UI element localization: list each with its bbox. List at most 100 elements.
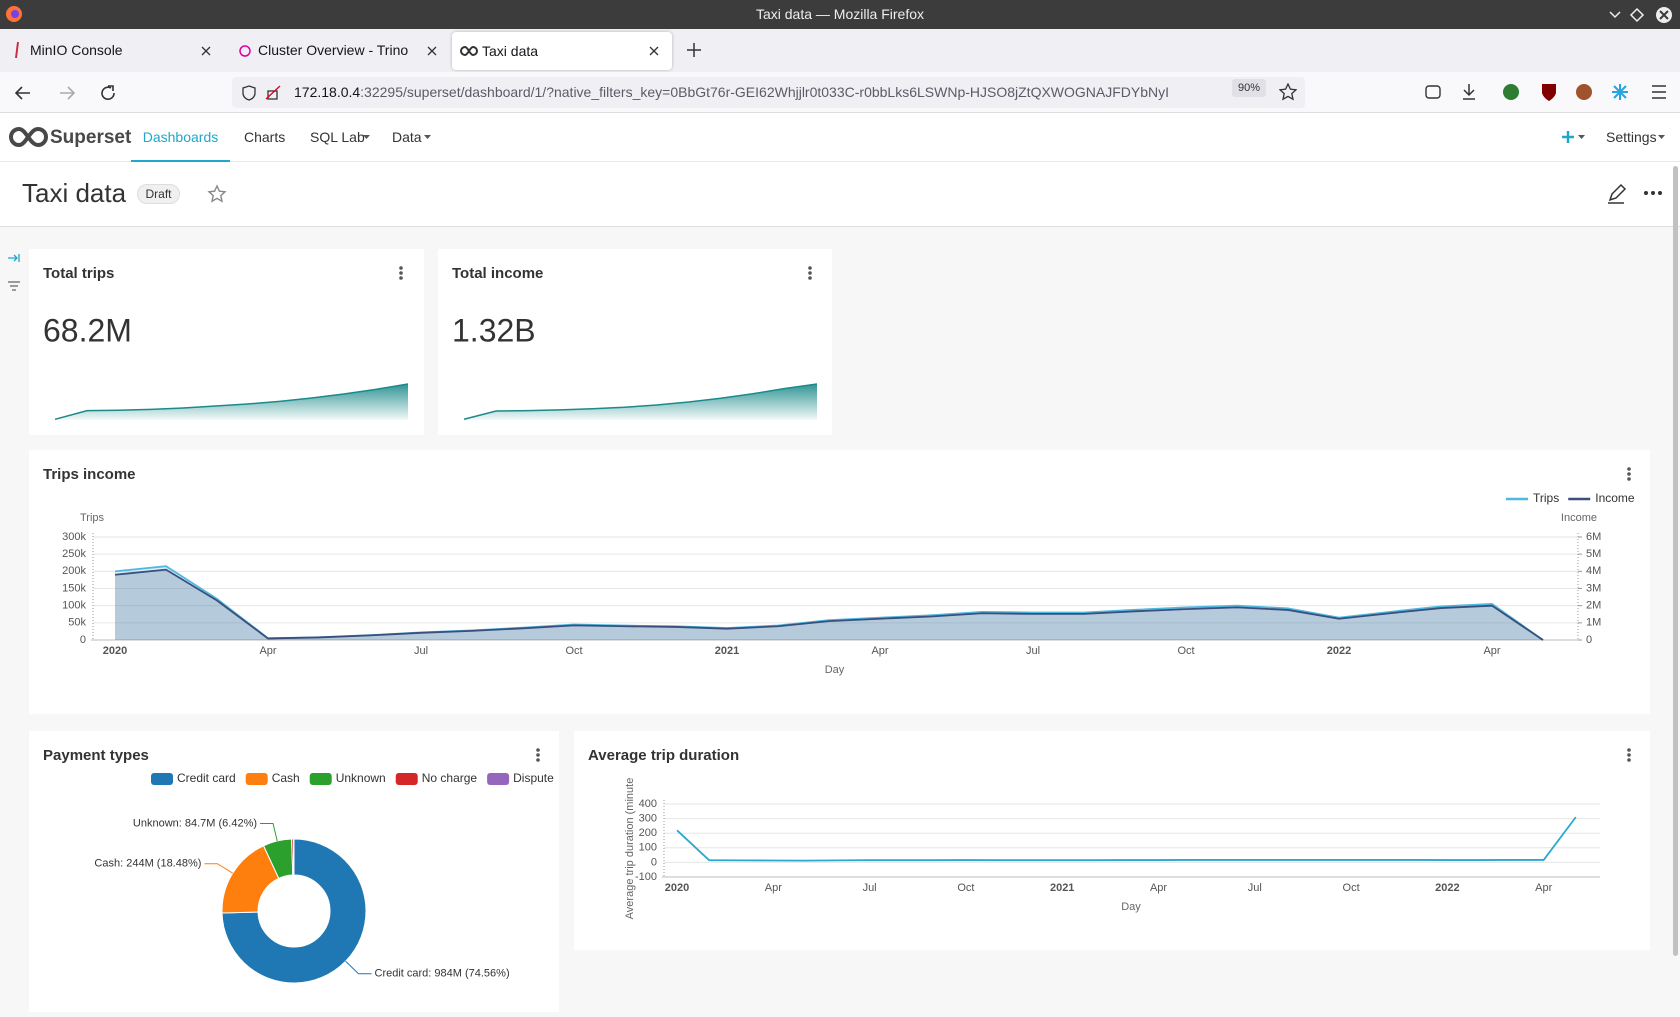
dashboard-header: Taxi data Draft [0,162,1680,227]
nav-item[interactable]: SQL Lab [310,129,365,145]
tab-icon [15,42,19,58]
trend-area [55,384,408,420]
card-title: Average trip duration [588,747,739,764]
y2-tick-label: 4M [1586,565,1601,577]
app-navbar: Superset Dashboards Charts SQL Lab Data … [0,113,1680,162]
trend-line [54,383,409,421]
y-tick-label: 0 [651,856,657,868]
trend-area [464,384,817,420]
card-title: Trips income [43,466,136,483]
nav-buttons[interactable] [12,82,122,104]
legend-label: Unknown [336,771,386,785]
url-host: 172.18.0.4 [294,84,361,100]
firefox-icon [6,6,22,22]
x-tick-label: Apr [871,645,888,657]
tab-icon [460,45,478,57]
nav-item[interactable]: Data [392,129,422,145]
x-axis-title: Day [825,664,845,676]
legend-swatch [487,773,510,785]
x-tick-label: 2022 [1435,882,1459,894]
tab[interactable]: MinIO Console [0,29,228,72]
legend-label: Credit card [177,771,236,785]
y-tick-label: 0 [80,634,86,646]
window-controls[interactable] [1604,5,1676,25]
x-tick-label: Jul [1026,645,1040,657]
scrollbar[interactable] [1673,166,1678,956]
bookmark-star[interactable] [1279,83,1297,101]
chart-card: Payment types Credit card Cash Unknown No ch… [29,731,559,1012]
toolbar-icons[interactable] [1424,81,1674,103]
label-leader [345,960,372,975]
menu-dot [1627,472,1631,476]
tab-close[interactable] [426,45,438,57]
legend-label: No charge [422,771,478,785]
x-tick-label: Jul [1248,882,1262,894]
chart: Average trip duration -100 0 100 200 300 400 20… [588,747,1631,920]
legend-swatch [151,773,173,785]
url-input[interactable]: 172.18.0.4:32295/superset/dashboard/1/?n… [232,77,1305,108]
y-axis-title: Trips [80,512,105,524]
y-tick-label: 300k [62,531,86,543]
x-tick-label: Apr [259,645,276,657]
tab-close[interactable] [648,45,660,57]
x-tick-label: Oct [1177,645,1194,657]
label-leader [204,863,234,874]
dashboard-title[interactable]: Taxi data [22,178,127,208]
zoom-level[interactable]: 90% [1232,79,1266,97]
menu-dot [808,271,812,275]
x-axis-title: Day [1121,901,1141,913]
menu-dot [1627,753,1631,757]
x-tick-label: 2021 [715,645,739,657]
x-tick-label: Jul [414,645,428,657]
y2-tick-label: 1M [1586,617,1601,629]
chart: Payment types Credit card Cash Unknown No ch… [43,747,554,984]
legend-swatch [309,773,332,785]
series-area [115,569,1543,640]
chart: Total trips 68.2M [43,265,409,421]
chart-card: Total trips 68.2M [29,249,424,435]
card-title: Total income [452,265,543,282]
tab-title: Taxi data [482,43,539,59]
x-tick-label: 2020 [665,882,689,894]
x-tick-label: Apr [1150,882,1167,894]
pie-slice [221,838,367,984]
filter-bar-toggle[interactable] [6,252,22,292]
slice-label: Unknown: 84.7M (6.42%) [133,817,257,829]
nav-item[interactable]: Charts [244,129,286,145]
y-axis-title: Average trip duration (minute [624,778,636,920]
menu-dot [536,748,540,752]
series-area [115,566,1543,640]
legend-label: Income [1595,491,1635,505]
label-leader [260,822,278,842]
y2-tick-label: 6M [1586,531,1601,543]
tab-active[interactable]: Taxi data [452,32,672,70]
brand[interactable]: Superset [50,127,132,148]
window-titlebar: Taxi data — Mozilla Firefox [0,0,1680,29]
tab-icon [239,45,251,57]
settings-menu[interactable]: Settings [1606,129,1657,145]
x-tick-label: Apr [765,882,782,894]
x-tick-label: 2021 [1050,882,1074,894]
legend-swatch [245,773,268,785]
favorite-star[interactable] [207,184,227,204]
tab-close[interactable] [200,45,212,57]
y-tick-label: -100 [635,871,657,883]
y-tick-label: 200 [639,827,657,839]
tab-title: Cluster Overview - Trino [258,42,409,58]
add-menu[interactable] [1562,130,1586,144]
y-tick-label: 300 [639,813,657,825]
chart: Trips income 0 50k 100k 150k 200k 250k 300k 0 1M 2… [43,466,1635,676]
x-tick-label: Jul [863,882,877,894]
new-tab[interactable] [686,42,702,58]
nav-item-active[interactable]: Dashboards [131,113,230,162]
menu-dot [808,266,812,270]
tab[interactable]: Cluster Overview - Trino [228,29,449,72]
series-line [676,816,1577,862]
y-tick-label: 150k [62,582,86,594]
header-actions[interactable] [1606,182,1666,204]
big-number: 1.32B [452,312,536,348]
y2-tick-label: 3M [1586,582,1601,594]
big-number: 68.2M [43,312,132,348]
x-tick-label: Apr [1535,882,1552,894]
